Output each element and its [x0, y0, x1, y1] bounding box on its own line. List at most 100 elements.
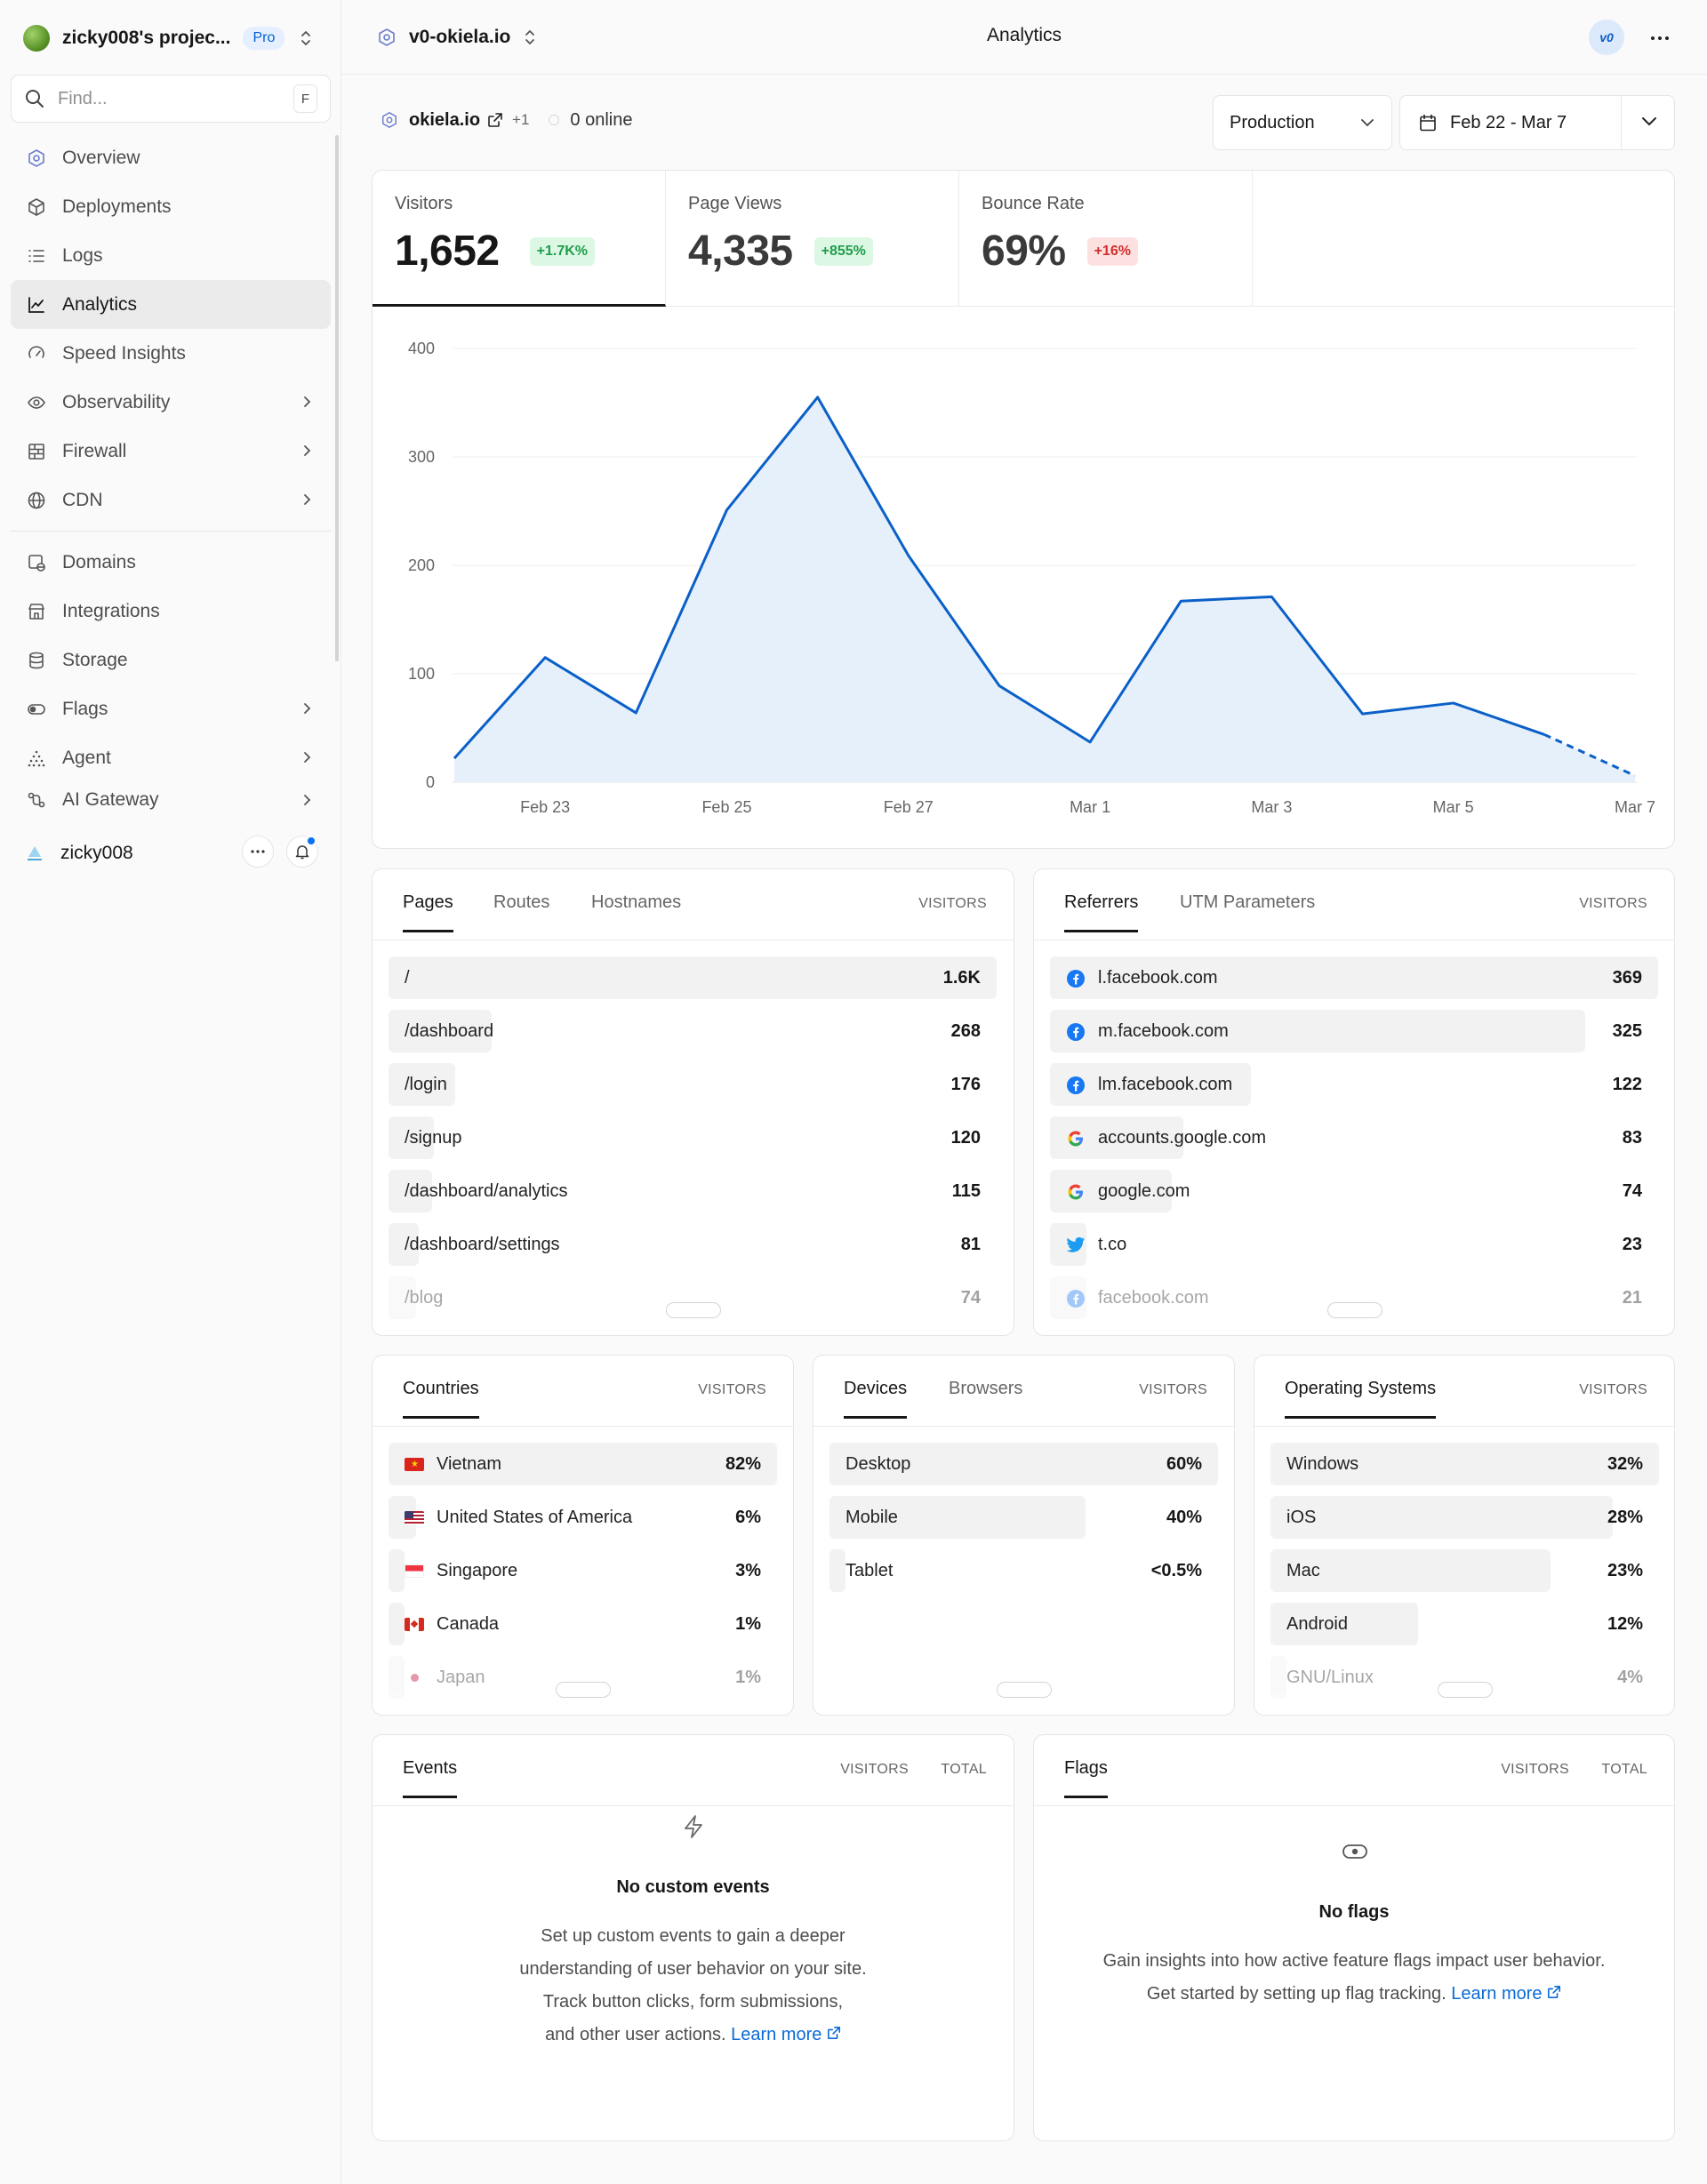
tab-devices[interactable]: Devices [844, 1379, 908, 1419]
sidebar-item-deployments[interactable]: Deployments [11, 182, 331, 231]
list-item[interactable]: Canada 1% [389, 1603, 777, 1645]
list-item[interactable]: iOS 28% [1270, 1496, 1659, 1539]
sidebar-item-firewall[interactable]: Firewall [11, 427, 331, 476]
metric-page-views[interactable]: Page Views 4,335 +855% [666, 171, 959, 307]
list-scroll-indicator[interactable] [556, 1682, 611, 1698]
plan-badge: Pro [243, 27, 285, 50]
more-menu-button[interactable] [1647, 25, 1673, 52]
list-scroll-indicator[interactable] [997, 1682, 1052, 1698]
project-switcher[interactable]: zicky008's projec... Pro [23, 23, 325, 53]
sidebar-item-agent[interactable]: Agent [11, 733, 331, 782]
tab-events[interactable]: Events [403, 1758, 458, 1798]
agent-icon [25, 747, 48, 770]
sidebar-item-flags[interactable]: Flags [11, 684, 331, 733]
tab-pages[interactable]: Pages [403, 892, 453, 932]
environment-select[interactable]: Production [1213, 95, 1392, 150]
list-item-label: ★ Vietnam [405, 1454, 501, 1475]
list-scroll-indicator[interactable] [666, 1302, 721, 1318]
tab-countries[interactable]: Countries [403, 1379, 479, 1419]
list-item-text: m.facebook.com [1098, 1021, 1229, 1041]
list-item[interactable]: t.co 23 [1050, 1223, 1658, 1266]
sidebar-item-integrations[interactable]: Integrations [11, 587, 331, 636]
domain-info: okiela.io +1 0 online [381, 107, 632, 133]
list-item[interactable]: / 1.6K [389, 956, 997, 999]
list-item-label: Tablet [845, 1561, 893, 1581]
environment-value: Production [1230, 112, 1315, 132]
list-item[interactable]: l.facebook.com 369 [1050, 956, 1658, 999]
sidebar-item-speed-insights[interactable]: Speed Insights [11, 329, 331, 378]
domain-link[interactable]: okiela.io [409, 109, 481, 130]
list-item[interactable]: Mobile 40% [829, 1496, 1218, 1539]
list-item[interactable]: Mac 23% [1270, 1549, 1659, 1592]
empty-state-line-with-link: and other user actions. Learn more [373, 2019, 1014, 2052]
tab-operating-systems[interactable]: Operating Systems [1285, 1379, 1437, 1419]
list-item[interactable]: GNU/Linux 4% [1270, 1656, 1659, 1699]
project-selector[interactable]: v0-okiela.io [377, 23, 537, 52]
list-item[interactable]: Android 12% [1270, 1603, 1659, 1645]
tab-utm-parameters[interactable]: UTM Parameters [1180, 892, 1316, 912]
list-item[interactable]: /blog 74 [389, 1276, 997, 1319]
list-item[interactable]: Japan 1% [389, 1656, 777, 1699]
domain-icon [25, 551, 48, 574]
countries-panel: Countries VISITORS ★ Vietnam 82% United Sta… [372, 1355, 794, 1716]
visitors-area-chart[interactable]: 0 100 200 300 400 Feb 23 Feb 25 Feb 27 Mar 1 Mar … [373, 307, 1675, 849]
list-item[interactable]: facebook.com 21 [1050, 1276, 1658, 1319]
date-range-picker[interactable]: Feb 22 - Mar 7 [1399, 95, 1675, 150]
list-item-value: 21 [1622, 1288, 1642, 1308]
metric-change-badge: +16% [1086, 236, 1138, 266]
list-item[interactable]: /dashboard/settings 81 [389, 1223, 997, 1266]
external-link-icon[interactable] [1547, 1985, 1561, 1999]
sidebar-item-storage[interactable]: Storage [11, 636, 331, 684]
list-item[interactable]: m.facebook.com 325 [1050, 1010, 1658, 1052]
list-item[interactable]: /login 176 [389, 1063, 997, 1106]
find-box[interactable]: F [11, 75, 331, 123]
list-scroll-indicator[interactable] [1438, 1682, 1493, 1698]
find-input[interactable] [58, 88, 293, 109]
list-item-label: GNU/Linux [1286, 1668, 1374, 1688]
learn-more-link[interactable]: Learn more [1451, 1984, 1543, 2004]
v0-button[interactable]: v0 [1589, 20, 1624, 55]
list-item[interactable]: United States of America 6% [389, 1496, 777, 1539]
tab-hostnames[interactable]: Hostnames [591, 892, 682, 912]
metric-visitors[interactable]: Visitors 1,652 +1.7K% [373, 171, 666, 307]
list-item[interactable]: accounts.google.com 83 [1050, 1116, 1658, 1159]
list-item-value: 120 [950, 1128, 981, 1148]
list-item[interactable]: /dashboard 268 [389, 1010, 997, 1052]
share-bar [389, 1170, 432, 1212]
column-header-visitors: VISITORS [918, 896, 987, 911]
chevron-down-icon[interactable] [1640, 116, 1658, 128]
empty-state-title: No custom events [616, 1877, 770, 1897]
user-account[interactable]: zicky008 [25, 836, 318, 871]
metric-bounce-rate[interactable]: Bounce Rate 69% +16% [959, 171, 1253, 307]
learn-more-link[interactable]: Learn more [731, 2025, 822, 2044]
sidebar-item-logs[interactable]: Logs [11, 231, 331, 280]
tab-flags[interactable]: Flags [1064, 1758, 1108, 1798]
external-link-icon[interactable] [487, 112, 503, 128]
list-item[interactable]: Tablet <0.5% [829, 1549, 1218, 1592]
list-item-label: l.facebook.com [1066, 968, 1218, 988]
sidebar-item-overview[interactable]: Overview [11, 133, 331, 182]
list-item[interactable]: Desktop 60% [829, 1443, 1218, 1485]
sidebar-item-cdn[interactable]: CDN [11, 476, 331, 524]
list-item[interactable]: Singapore 3% [389, 1549, 777, 1592]
sidebar-item-domains[interactable]: Domains [11, 538, 331, 587]
list-item-value: 115 [951, 1181, 981, 1201]
tab-routes[interactable]: Routes [493, 892, 550, 912]
sidebar-scrollbar[interactable] [335, 135, 339, 661]
sidebar-item-ai-gateway[interactable]: AI Gateway [11, 782, 331, 818]
extra-domains-count[interactable]: +1 [512, 111, 530, 128]
tab-referrers[interactable]: Referrers [1064, 892, 1139, 932]
list-item[interactable]: /signup 120 [389, 1116, 997, 1159]
share-bar [389, 1063, 455, 1106]
list-item[interactable]: ★ Vietnam 82% [389, 1443, 777, 1485]
external-link-icon[interactable] [827, 2026, 841, 2040]
sidebar-item-analytics[interactable]: Analytics [11, 280, 331, 329]
list-item[interactable]: google.com 74 [1050, 1170, 1658, 1212]
list-item[interactable]: /dashboard/analytics 115 [389, 1170, 997, 1212]
tab-browsers[interactable]: Browsers [949, 1379, 1023, 1398]
list-item[interactable]: Windows 32% [1270, 1443, 1659, 1485]
list-item[interactable]: lm.facebook.com 122 [1050, 1063, 1658, 1106]
sidebar-item-observability[interactable]: Observability [11, 378, 331, 427]
list-scroll-indicator[interactable] [1327, 1302, 1382, 1318]
user-more-button[interactable] [242, 836, 274, 868]
